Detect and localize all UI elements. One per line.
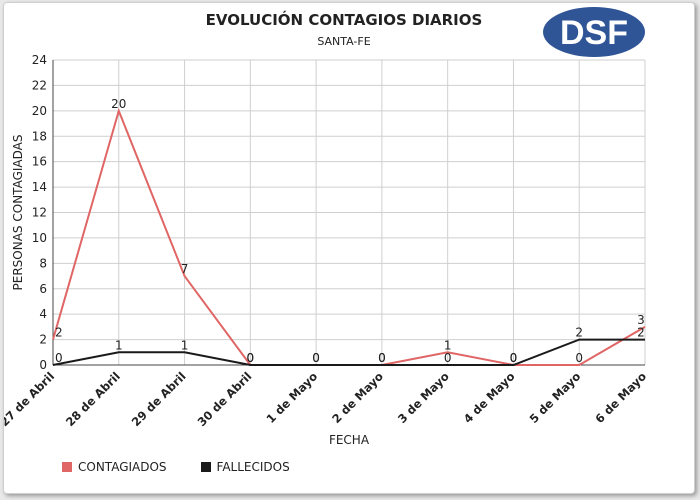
data-label: 0: [247, 351, 255, 365]
x-tick-label: 6 de Mayo: [592, 369, 649, 426]
x-tick-label: 27 de Abril: [4, 369, 57, 429]
data-label: 0: [247, 351, 255, 365]
y-axis-title: PERSONAS CONTAGIADAS: [11, 135, 25, 291]
legend-item: FALLECIDOS: [200, 460, 290, 474]
y-tick-label: 0: [39, 358, 47, 372]
y-tick-label: 16: [32, 155, 47, 169]
y-tick-label: 22: [32, 78, 47, 92]
legend-item: CONTAGIADOS: [62, 460, 167, 474]
y-tick-label: 6: [39, 282, 47, 296]
y-tick-label: 12: [32, 206, 47, 220]
y-tick-label: 24: [32, 53, 47, 67]
data-label: 1: [181, 338, 189, 352]
data-label: 0: [55, 351, 63, 365]
data-label: 0: [444, 351, 452, 365]
y-tick-label: 10: [32, 231, 47, 245]
x-tick-label: 2 de Mayo: [329, 369, 386, 426]
legend-swatch: [200, 462, 211, 472]
data-label: 20: [111, 97, 126, 111]
x-tick-label: 1 de Mayo: [263, 369, 320, 426]
data-label: 1: [444, 338, 452, 352]
x-tick-label: 3 de Mayo: [395, 369, 452, 426]
data-label: 0: [510, 351, 518, 365]
y-tick-label: 8: [39, 256, 47, 270]
chart-frame: EVOLUCIÓN CONTAGIOS DIARIOS SANTA-FE DSF…: [3, 2, 695, 494]
data-label: 0: [510, 351, 518, 365]
chart-title: EVOLUCIÓN CONTAGIOS DIARIOS: [205, 11, 483, 29]
x-axis-title: FECHA: [329, 433, 370, 447]
x-tick-label: 30 de Abril: [195, 369, 255, 429]
legend-label: CONTAGIADOS: [78, 460, 167, 474]
series-line-fallecidos: [52, 338, 645, 366]
data-label: 0: [312, 351, 320, 365]
logo-text: DSF: [560, 14, 628, 52]
x-tick-label: 29 de Abril: [129, 369, 189, 429]
data-label: 0: [378, 351, 386, 365]
x-tick-label: 4 de Mayo: [461, 369, 518, 426]
x-tick-label: 5 de Mayo: [527, 369, 584, 426]
dsf-logo: DSF: [543, 7, 645, 57]
data-label: 2: [575, 326, 583, 340]
chart-legend: CONTAGIADOS FALLECIDOS: [62, 460, 324, 474]
y-tick-label: 14: [32, 180, 47, 194]
data-label: 2: [55, 326, 63, 340]
x-tick-label: 28 de Abril: [63, 369, 123, 429]
chart-subtitle: SANTA-FE: [317, 35, 371, 48]
y-tick-label: 18: [32, 129, 47, 143]
data-label: 0: [312, 351, 320, 365]
y-tick-label: 4: [39, 307, 47, 321]
data-label: 7: [181, 262, 189, 276]
data-label: 3: [637, 313, 645, 327]
data-label: 2: [637, 326, 645, 340]
data-label: 1: [115, 338, 123, 352]
legend-label: FALLECIDOS: [216, 460, 290, 474]
y-tick-label: 20: [32, 104, 47, 118]
legend-swatch: [62, 462, 72, 472]
data-label: 0: [575, 351, 583, 365]
y-tick-label: 2: [39, 333, 47, 347]
data-label: 0: [378, 351, 386, 365]
